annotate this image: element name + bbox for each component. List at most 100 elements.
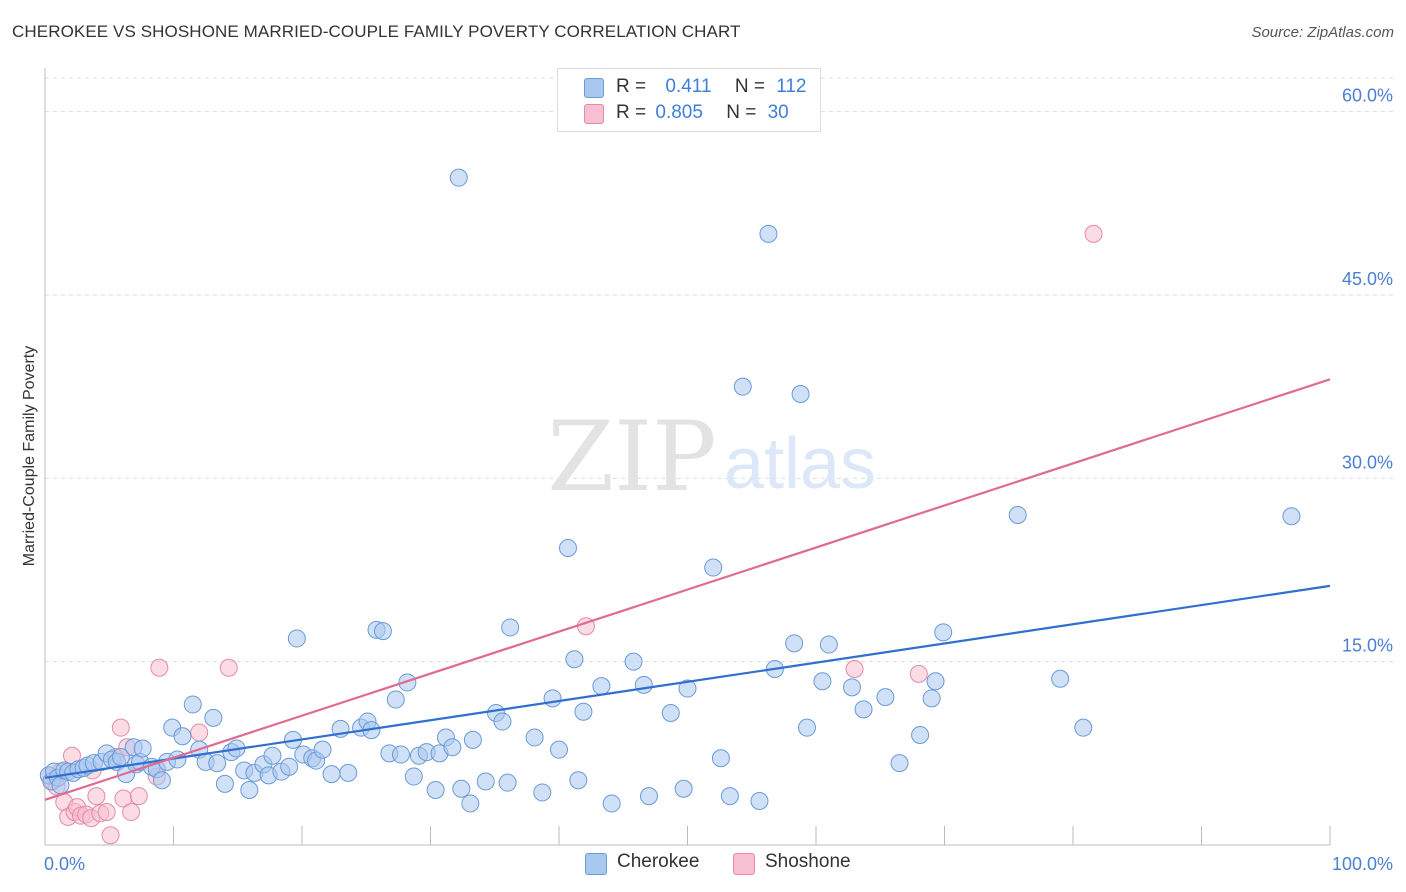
shoshone-point (1084, 224, 1103, 243)
cherokee-point (391, 745, 410, 764)
grid-layer (45, 77, 1395, 663)
legend-swatch-cherokee (584, 78, 604, 98)
cherokee-point (813, 672, 832, 691)
y-tick-label: 60.0% (1342, 86, 1393, 106)
cherokee-point (533, 783, 552, 802)
legend-r-label: R = (616, 102, 647, 123)
cherokee-point (1051, 669, 1070, 688)
y-tick-label: 15.0% (1342, 636, 1393, 656)
cherokee-point (426, 781, 445, 799)
cherokee-point (173, 727, 192, 746)
y-tick-label: 30.0% (1342, 452, 1393, 472)
cherokee-point (550, 740, 568, 759)
cherokee-point (674, 779, 693, 798)
shoshone-point (909, 664, 928, 683)
cherokee-point (634, 675, 653, 694)
cherokee-point (152, 771, 171, 790)
cherokee-point (404, 767, 423, 786)
shoshone-point (111, 718, 130, 737)
watermark: ZIP atlas (547, 401, 876, 513)
cherokee-point (574, 702, 593, 721)
cherokee-point (565, 650, 584, 669)
cherokee-point (543, 689, 562, 708)
bottom-legend-label-shoshone: Shoshone (765, 851, 851, 872)
cherokee-point (569, 771, 588, 790)
cherokee-point (463, 730, 482, 749)
axis-labels: 15.0% 30.0% 45.0% 60.0% 0.0% 100.0% (44, 86, 1393, 874)
legend-r-value: 0.411 (665, 76, 712, 97)
legend-n-label: N = (734, 76, 765, 97)
shoshone-point (150, 658, 169, 677)
shoshone-point (190, 723, 209, 742)
stats-legend: R = 0.411 N = 112 R = 0.805 N = 30 (557, 68, 821, 132)
cherokee-point (1282, 507, 1301, 526)
cherokee-point (449, 168, 468, 187)
cherokee-point (493, 712, 512, 731)
cherokee-point (819, 635, 838, 654)
shoshone-point (97, 803, 116, 821)
cherokee-point (263, 746, 282, 765)
cherokee-point (208, 754, 227, 773)
cherokee-point (759, 224, 778, 243)
cherokee-point (890, 754, 909, 773)
cherokee-point (1074, 718, 1093, 737)
cherokee-point (525, 728, 544, 747)
cherokee-point (558, 539, 577, 557)
cherokee-point (215, 774, 234, 793)
cherokee-point (287, 629, 306, 648)
source-label: Source: ZipAtlas.com (1251, 24, 1394, 41)
cherokee-point (922, 689, 941, 708)
cherokee-point (204, 708, 223, 727)
cherokee-point (280, 757, 299, 776)
cherokee-point (661, 704, 680, 722)
cherokee-point (876, 688, 895, 707)
shoshone-point (219, 658, 238, 677)
cherokee-point (678, 679, 697, 698)
bottom-legend-swatch-cherokee (585, 853, 607, 875)
cherokee-point (452, 779, 471, 798)
cherokee-point (711, 749, 730, 768)
trend-line-shoshone (44, 378, 1331, 801)
cherokee-point (624, 652, 643, 671)
cherokee-point (322, 765, 341, 784)
cherokee-point (926, 672, 945, 691)
cherokee-point (501, 618, 520, 637)
cherokee-point (461, 794, 480, 813)
shoshone-point (845, 660, 864, 678)
bottom-legend-swatch-shoshone (733, 853, 755, 875)
cherokee-point (133, 739, 152, 758)
cherokee-point (720, 787, 739, 806)
cherokee-point (183, 695, 202, 714)
cherokee-point (386, 690, 405, 709)
cherokee-point (592, 677, 611, 696)
chart-title: CHEROKEE VS SHOSHONE MARRIED-COUPLE FAMI… (12, 22, 741, 41)
x-tick-label: 100.0% (1332, 854, 1393, 874)
watermark-zip: ZIP (547, 401, 716, 513)
legend-swatch-shoshone (584, 104, 604, 124)
trend-lines (44, 378, 1331, 801)
cherokee-point (791, 385, 810, 403)
cherokee-point (785, 634, 804, 653)
cherokee-point (750, 792, 769, 810)
cherokee-point (911, 726, 930, 744)
legend-n-value: 30 (767, 102, 789, 123)
shoshone-point (129, 787, 148, 806)
legend-r-value: 0.805 (655, 102, 703, 123)
cherokee-point (1008, 506, 1027, 524)
cherokee-point (842, 678, 861, 697)
bottom-legend-label-cherokee: Cherokee (617, 851, 700, 872)
cherokee-point (798, 718, 817, 737)
cherokee-point (733, 377, 752, 396)
legend-r-label: R = (616, 76, 647, 97)
legend-n-label: N = (726, 102, 757, 123)
cherokee-point (443, 738, 462, 757)
cherokee-point (339, 763, 358, 782)
x-tick-label: 0.0% (44, 854, 85, 874)
trend-line-cherokee (44, 584, 1331, 779)
cherokee-point (373, 622, 392, 641)
legend-n-value: 112 (776, 76, 807, 97)
y-axis-label: Married-Couple Family Poverty (21, 346, 38, 567)
shoshone-point (87, 787, 106, 806)
cherokee-point (639, 787, 658, 806)
